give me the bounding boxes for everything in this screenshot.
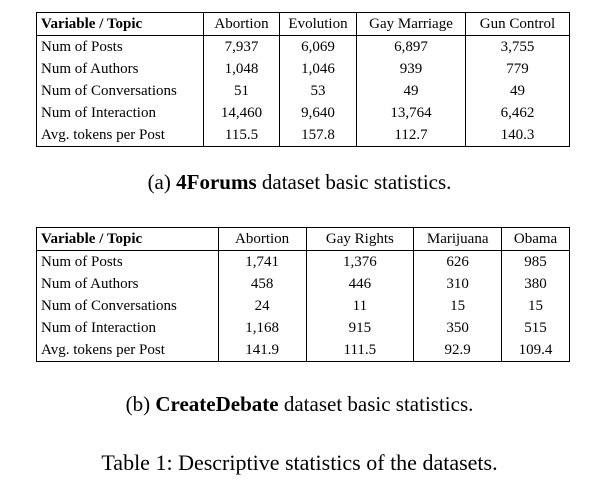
column-header: Obama [501, 227, 570, 251]
row-label: Num of Interaction [36, 317, 219, 339]
table-cell: 515 [501, 317, 570, 339]
row-label: Avg. tokens per Post [36, 339, 219, 362]
subcaption-a-prefix: (a) [147, 170, 177, 194]
table-row: Num of Interaction 1,168 915 350 515 [36, 317, 570, 339]
table-row: Num of Authors 1,048 1,046 939 779 [36, 58, 570, 80]
table-cell: 13,764 [356, 102, 466, 124]
column-header: Abortion [217, 227, 307, 251]
table-cell: 49 [465, 80, 570, 102]
table-header-row: Variable / Topic Abortion Evolution Gay … [36, 12, 570, 36]
table-cell: 985 [501, 250, 570, 273]
row-label: Num of Posts [36, 35, 204, 58]
table-row: Num of Authors 458 446 310 380 [36, 273, 570, 295]
table-cell: 1,168 [217, 317, 307, 339]
table-cell: 11 [305, 295, 415, 317]
column-header: Variable / Topic [36, 12, 204, 36]
column-header: Gay Marriage [356, 12, 466, 36]
subcaption-b-suffix: dataset basic statistics. [278, 392, 474, 416]
table-row: Num of Conversations 24 11 15 15 [36, 295, 570, 317]
table-row: Num of Interaction 14,460 9,640 13,764 6… [36, 102, 570, 124]
table-cell: 6,897 [356, 35, 466, 58]
table-cell: 109.4 [501, 339, 570, 362]
table-row: Num of Posts 1,741 1,376 626 985 [36, 250, 570, 273]
table-cell: 51 [203, 80, 280, 102]
table-cell: 350 [413, 317, 503, 339]
table-cell: 157.8 [279, 124, 357, 147]
row-label: Num of Conversations [36, 80, 204, 102]
table-cell: 111.5 [305, 339, 415, 362]
row-label: Num of Conversations [36, 295, 219, 317]
table-row: Avg. tokens per Post 115.5 157.8 112.7 1… [36, 124, 570, 147]
row-label: Num of Interaction [36, 102, 204, 124]
row-label: Num of Posts [36, 250, 219, 273]
row-label: Num of Authors [36, 273, 219, 295]
table-cell: 15 [501, 295, 570, 317]
column-header: Gun Control [465, 12, 570, 36]
table-cell: 380 [501, 273, 570, 295]
table-cell: 141.9 [217, 339, 307, 362]
row-label: Num of Authors [36, 58, 204, 80]
column-header: Evolution [279, 12, 357, 36]
table-cell: 310 [413, 273, 503, 295]
column-header: Abortion [203, 12, 280, 36]
table-cell: 6,462 [465, 102, 570, 124]
table-header-row: Variable / Topic Abortion Gay Rights Mar… [36, 227, 570, 251]
table-cell: 53 [279, 80, 357, 102]
table-cell: 7,937 [203, 35, 280, 58]
table-row: Avg. tokens per Post 141.9 111.5 92.9 10… [36, 339, 570, 362]
table-row: Num of Posts 7,937 6,069 6,897 3,755 [36, 35, 570, 58]
subcaption-a: (a) 4Forums dataset basic statistics. [0, 170, 599, 195]
subcaption-a-suffix: dataset basic statistics. [256, 170, 452, 194]
table-cell: 140.3 [465, 124, 570, 147]
table-cell: 112.7 [356, 124, 466, 147]
table-cell: 49 [356, 80, 466, 102]
column-header: Gay Rights [305, 227, 415, 251]
table-cell: 1,048 [203, 58, 280, 80]
table-cell: 458 [217, 273, 307, 295]
table-cell: 1,046 [279, 58, 357, 80]
subcaption-a-dataset-name: 4Forums [176, 170, 257, 194]
row-label: Avg. tokens per Post [36, 124, 204, 147]
subcaption-b-dataset-name: CreateDebate [155, 392, 279, 416]
table-cell: 1,741 [217, 250, 307, 273]
table-cell: 6,069 [279, 35, 357, 58]
table-cell: 14,460 [203, 102, 280, 124]
table-cell: 15 [413, 295, 503, 317]
table-row: Num of Conversations 51 53 49 49 [36, 80, 570, 102]
table-cell: 9,640 [279, 102, 357, 124]
createdebate-statistics-table: Variable / Topic Abortion Gay Rights Mar… [36, 227, 570, 362]
column-header: Variable / Topic [36, 227, 219, 251]
table-caption: Table 1: Descriptive statistics of the d… [101, 450, 498, 475]
table-cell: 115.5 [203, 124, 280, 147]
forums-statistics-table: Variable / Topic Abortion Evolution Gay … [36, 12, 570, 147]
table-cell: 24 [217, 295, 307, 317]
subcaption-b-prefix: (b) [125, 392, 156, 416]
table-cell: 626 [413, 250, 503, 273]
table-cell: 1,376 [305, 250, 415, 273]
table-cell: 915 [305, 317, 415, 339]
column-header: Marijuana [413, 227, 503, 251]
table-cell: 92.9 [413, 339, 503, 362]
table-cell: 939 [356, 58, 466, 80]
subcaption-b: (b) CreateDebate dataset basic statistic… [0, 392, 599, 417]
table-cell: 779 [465, 58, 570, 80]
table-cell: 3,755 [465, 35, 570, 58]
table-cell: 446 [305, 273, 415, 295]
